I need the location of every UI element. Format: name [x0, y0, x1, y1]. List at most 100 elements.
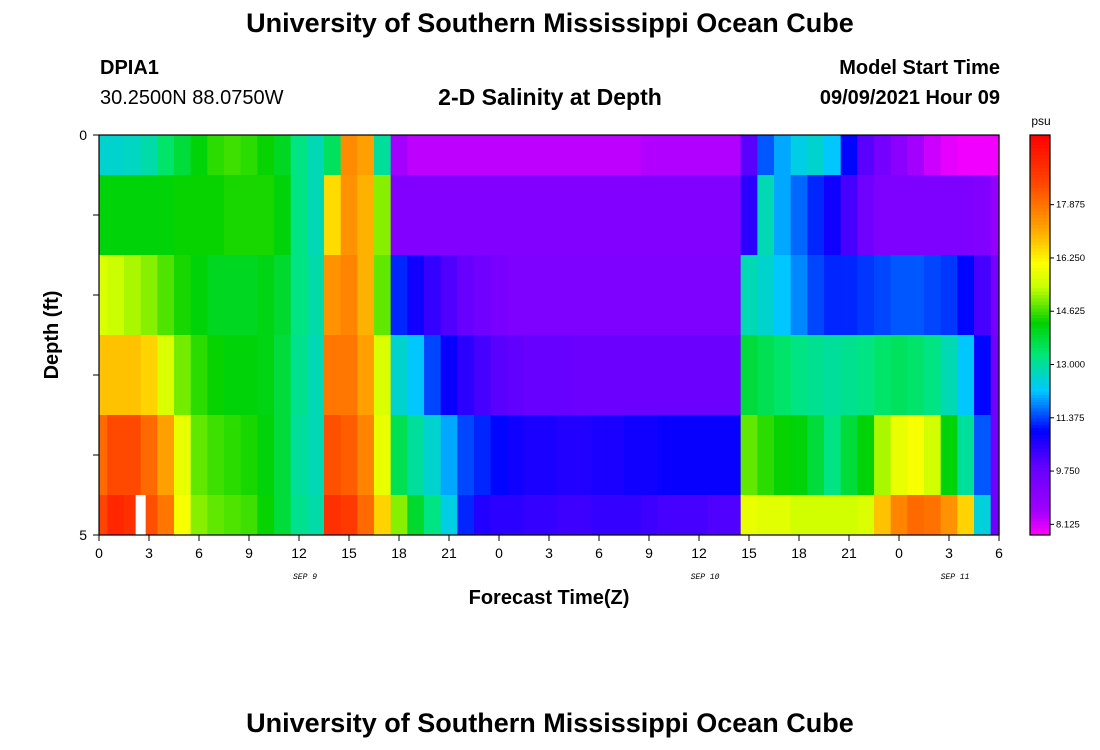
colorbar-segment [1030, 201, 1050, 206]
heatmap-cell [357, 335, 375, 415]
heatmap-cell [307, 415, 325, 495]
heatmap-cell [324, 255, 342, 335]
heatmap-cell [99, 255, 108, 335]
colorbar-segment [1030, 431, 1050, 436]
colorbar-segment [1030, 351, 1050, 356]
heatmap-cell [707, 175, 725, 255]
heatmap-cell [157, 135, 175, 175]
heatmap-cell [940, 495, 958, 535]
heatmap-cell [574, 255, 592, 335]
heatmap-cell [624, 135, 642, 175]
colorbar-segment [1030, 401, 1050, 406]
heatmap-cell [890, 495, 908, 535]
heatmap-cell [690, 135, 708, 175]
heatmap-cell [207, 335, 225, 415]
heatmap-cell [440, 135, 458, 175]
heatmap-cell [457, 335, 475, 415]
heatmap-cell [190, 415, 208, 495]
heatmap-cell [840, 255, 858, 335]
colorbar-segment [1030, 501, 1050, 506]
colorbar-segment [1030, 311, 1050, 316]
heatmap-cell [474, 335, 492, 415]
heatmap-cell [157, 255, 175, 335]
heatmap-cell [274, 495, 292, 535]
heatmap-cell [874, 415, 892, 495]
heatmap-cell [657, 415, 675, 495]
heatmap-cell [540, 175, 558, 255]
heatmap-cell [740, 415, 758, 495]
heatmap-cell [174, 495, 192, 535]
heatmap-cell [907, 255, 925, 335]
colorbar-segment [1030, 478, 1050, 483]
colorbar-segment [1030, 138, 1050, 143]
colorbar-segment [1030, 261, 1050, 266]
heatmap-cell [774, 415, 792, 495]
heatmap-cell [174, 335, 192, 415]
colorbar-segment [1030, 398, 1050, 403]
heatmap-cell [557, 255, 575, 335]
heatmap-cell [457, 135, 475, 175]
heatmap-cell [274, 175, 292, 255]
colorbar-segment [1030, 481, 1050, 486]
heatmap-cell [657, 495, 675, 535]
heatmap-cell [307, 255, 325, 335]
heatmap-cell [440, 335, 458, 415]
colorbar-segment [1030, 198, 1050, 203]
colorbar-segment [1030, 295, 1050, 299]
heatmap-cell [574, 135, 592, 175]
colorbar-segment [1030, 465, 1050, 469]
heatmap-cell [957, 175, 975, 255]
colorbar-segment [1030, 328, 1050, 333]
heatmap-cell [790, 255, 808, 335]
heatmap-cell [974, 495, 992, 535]
heatmap-cell [99, 415, 108, 495]
heatmap-cell [540, 415, 558, 495]
heatmap-cell [607, 135, 625, 175]
colorbar-segment [1030, 175, 1050, 179]
model-start-label: Model Start Time [839, 57, 1000, 79]
heatmap-cell [340, 255, 358, 335]
heatmap-cell [107, 335, 125, 415]
heatmap-cell [824, 335, 842, 415]
heatmap-cell [940, 255, 958, 335]
heatmap-cell [157, 175, 175, 255]
heatmap-cell [207, 255, 225, 335]
x-tick-label: 9 [645, 545, 653, 561]
heatmap-cell [140, 255, 158, 335]
colorbar-segment [1030, 265, 1050, 269]
heatmap-cell [424, 335, 442, 415]
colorbar-segment [1030, 515, 1050, 519]
heatmap-cell [624, 335, 642, 415]
heatmap-cell [557, 335, 575, 415]
x-tick-label: 21 [441, 545, 457, 561]
heatmap-cell [290, 495, 308, 535]
colorbar-segment [1030, 475, 1050, 479]
heatmap-cell [507, 415, 525, 495]
colorbar-segment [1030, 195, 1050, 199]
colorbar-segment [1030, 468, 1050, 473]
heatmap-cell [107, 255, 125, 335]
heatmap-cell [907, 415, 925, 495]
heatmap-cell [274, 255, 292, 335]
colorbar-segment [1030, 421, 1050, 426]
colorbar-segment [1030, 371, 1050, 376]
heatmap-cell [724, 495, 742, 535]
heatmap-cell [840, 415, 858, 495]
heatmap-cell [840, 495, 858, 535]
colorbar-segment [1030, 155, 1050, 159]
heatmap-cell [857, 175, 875, 255]
colorbar-segment [1030, 408, 1050, 413]
heatmap-cell [790, 135, 808, 175]
heatmap-cell [557, 175, 575, 255]
heatmap-cell [590, 255, 608, 335]
colorbar-segment [1030, 241, 1050, 246]
colorbar-segment [1030, 338, 1050, 343]
heatmap-cell [390, 135, 408, 175]
heatmap-cell [590, 415, 608, 495]
heatmap-cell [607, 175, 625, 255]
heatmap-cell [324, 335, 342, 415]
heatmap-cell [324, 175, 342, 255]
heatmap-cell [540, 335, 558, 415]
colorbar-segment [1030, 145, 1050, 149]
colorbar-segment [1030, 225, 1050, 229]
